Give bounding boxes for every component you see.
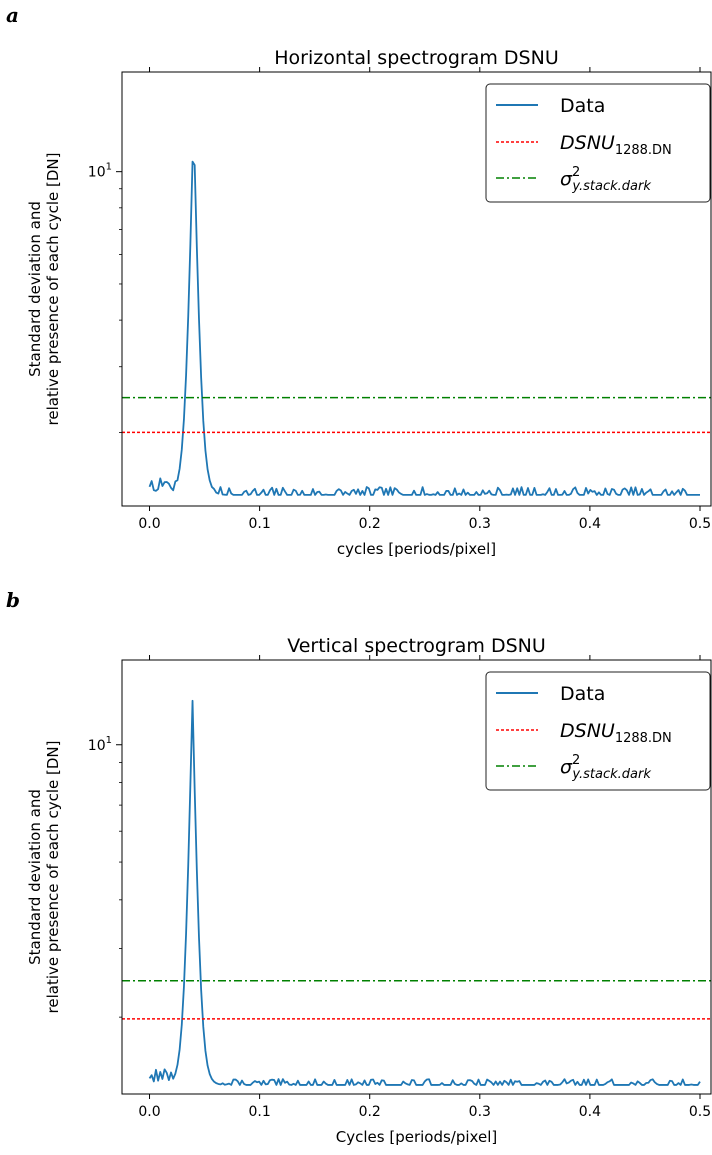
panel-b-plot-frame [121, 659, 712, 1095]
panel-a-y-axis-label-line1: Standard deviation and [26, 201, 44, 377]
panel-b-series-data-line [148, 699, 701, 1086]
panel-a-label: a [6, 3, 19, 27]
panel-a-series-data-line [148, 160, 700, 496]
panel-b-x-axis-label: Cycles [periods/pixel] [336, 1128, 497, 1146]
panel-b-legend-label-dsnu: DSNU1288.DN [560, 720, 672, 746]
panel-a-x-tick-label: 0.0 [138, 516, 160, 532]
panel-b-chart: b Vertical spectrogram DSNU 0.0 0.1 0.2 0.3 0.… [6, 588, 712, 1146]
panel-a-x-tick-label: 0.4 [579, 516, 601, 532]
panel-a-chart: a Horizontal spectrogram DSNU 0.0 0.1 0.2 0.3… [6, 3, 712, 558]
panel-b-x-tick-label: 0.1 [248, 1104, 270, 1120]
panel-b-legend-box [485, 671, 711, 791]
panel-b-x-tick-label: 0.4 [579, 1104, 601, 1120]
panel-b-label: b [6, 588, 20, 612]
panel-a-legend: Data DSNU1288.DN σ2 y.stack.dark [485, 83, 711, 203]
panel-a-legend-label-sigma: σ2 y.stack.dark [560, 165, 651, 194]
panel-b-title: Vertical spectrogram DSNU [287, 635, 546, 657]
panel-b-y-axis-label-line2: relative presence of each cycle [DN] [44, 741, 62, 1014]
panel-a-y-axis-label-line2: relative presence of each cycle [DN] [44, 153, 62, 426]
panel-b-x-tick-label: 0.5 [689, 1104, 711, 1120]
panel-b-x-tick-label: 0.0 [138, 1104, 160, 1120]
panel-a-y-tick-label: 101 [88, 162, 112, 181]
panel-b-y-tick-label: 101 [88, 735, 112, 754]
panel-a-legend-label-data: Data [560, 95, 605, 117]
panel-a-legend-label-dsnu: DSNU1288.DN [560, 132, 672, 158]
panel-a-x-tick-label: 0.2 [359, 516, 381, 532]
panel-b-legend-label-sigma: σ2 y.stack.dark [560, 753, 651, 782]
panel-a-x-tick-label: 0.3 [469, 516, 491, 532]
panel-b-y-axis-label-line1: Standard deviation and [26, 789, 44, 965]
panel-a-title: Horizontal spectrogram DSNU [274, 47, 559, 69]
panel-b-x-tick-label: 0.2 [359, 1104, 381, 1120]
panel-b-legend: Data DSNU1288.DN σ2 y.stack.dark [485, 671, 711, 791]
panel-a-plot-frame [121, 71, 712, 507]
panel-b-legend-label-data: Data [560, 683, 605, 705]
panel-a-x-tick-label: 0.1 [248, 516, 270, 532]
panel-b-x-tick-label: 0.3 [469, 1104, 491, 1120]
panel-a-x-tick-label: 0.5 [689, 516, 711, 532]
panel-a-legend-box [485, 83, 711, 203]
panel-a-x-axis-label: cycles [periods/pixel] [337, 540, 496, 558]
